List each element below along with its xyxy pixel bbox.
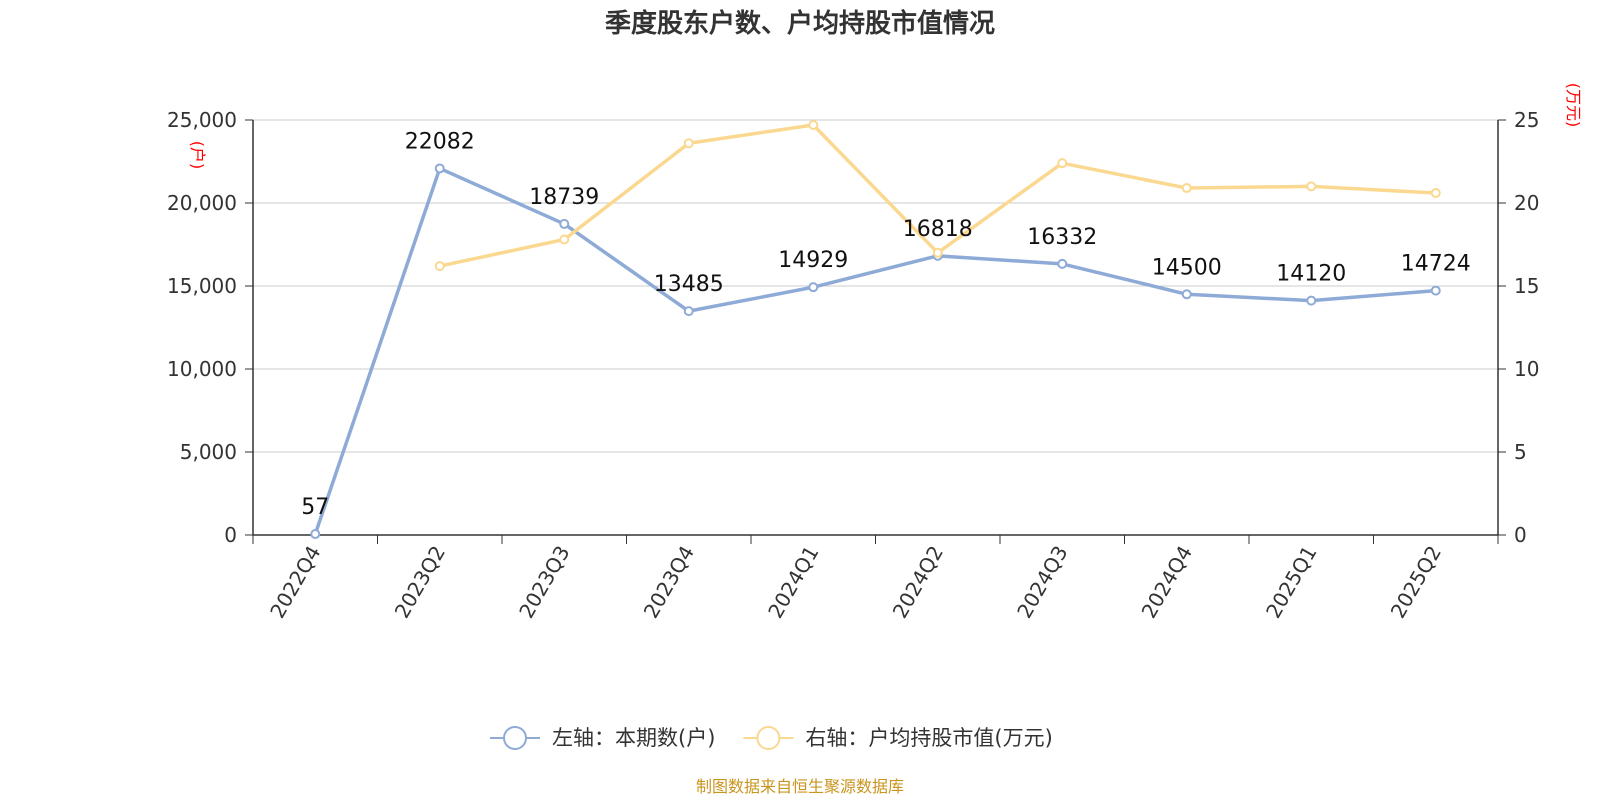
- series-lines: [310, 119, 1441, 540]
- point-right-2023Q2[interactable]: [434, 261, 445, 272]
- point-right-2025Q1[interactable]: [1306, 181, 1317, 192]
- x-tick-label: 2023Q3: [514, 542, 574, 623]
- x-tick-label: 2024Q3: [1012, 542, 1072, 623]
- left-tick-label: 5,000: [180, 440, 237, 464]
- x-tick-label: 2024Q2: [888, 542, 948, 623]
- data-label: 57: [301, 495, 329, 520]
- point-right-2024Q4[interactable]: [1181, 183, 1192, 194]
- legend-label: 右轴：户均持股市值(万元): [805, 726, 1052, 750]
- left-tick-label: 15,000: [167, 274, 237, 298]
- point-right-2024Q2[interactable]: [932, 247, 943, 258]
- right-tick-label: 5: [1514, 440, 1527, 464]
- point-right-2024Q1[interactable]: [808, 119, 819, 130]
- point-left-2024Q4[interactable]: [1181, 289, 1192, 300]
- data-label: 16818: [903, 217, 973, 242]
- legend-swatch-marker: [503, 726, 527, 750]
- data-label: 14724: [1401, 252, 1471, 277]
- data-label: 14120: [1276, 262, 1346, 287]
- point-right-2025Q2[interactable]: [1430, 188, 1441, 199]
- point-left-2025Q1[interactable]: [1306, 295, 1317, 306]
- x-tick-label: 2023Q4: [639, 542, 699, 623]
- right-tick-label: 25: [1514, 108, 1539, 132]
- point-right-2023Q3[interactable]: [559, 234, 570, 245]
- point-right-2023Q4[interactable]: [683, 138, 694, 149]
- left-tick-label: 25,000: [167, 108, 237, 132]
- x-tick-label: 2023Q2: [390, 542, 450, 623]
- source-note: 制图数据来自恒生聚源数据库: [696, 777, 904, 796]
- series-line-left: [313, 166, 1436, 535]
- point-left-2025Q2[interactable]: [1430, 285, 1441, 296]
- point-left-2024Q3[interactable]: [1057, 258, 1068, 269]
- data-label: 14929: [778, 248, 848, 273]
- right-tick-label: 10: [1514, 357, 1539, 381]
- x-tick-label: 2024Q4: [1137, 542, 1197, 623]
- x-tick-label: 2022Q4: [265, 542, 325, 623]
- legend-item-left[interactable]: 左轴：本期数(户): [490, 726, 715, 750]
- gridlines: [253, 119, 1498, 453]
- x-tick-label: 2025Q2: [1386, 542, 1446, 623]
- point-left-2022Q4[interactable]: [310, 529, 321, 540]
- right-tick-label: 20: [1514, 191, 1539, 215]
- data-label: 18739: [529, 185, 599, 210]
- right-axis-unit: (万元): [1564, 83, 1583, 128]
- data-label: 16332: [1027, 225, 1097, 250]
- point-left-2023Q2[interactable]: [434, 163, 445, 174]
- right-tick-label: 15: [1514, 274, 1539, 298]
- legend-item-right[interactable]: 右轴：户均持股市值(万元): [743, 726, 1053, 750]
- legend[interactable]: 左轴：本期数(户) 右轴：户均持股市值(万元): [490, 726, 1053, 750]
- legend-swatch-marker: [756, 726, 781, 750]
- point-left-2023Q4[interactable]: [683, 306, 694, 317]
- x-tick-label: 2025Q1: [1261, 542, 1321, 623]
- data-label: 13485: [654, 272, 724, 297]
- left-tick-label: 20,000: [167, 191, 237, 215]
- data-label: 22082: [405, 129, 475, 154]
- point-left-2024Q1[interactable]: [808, 282, 819, 293]
- left-tick-label: 0: [224, 523, 237, 547]
- x-tick-label: 2024Q1: [763, 542, 823, 623]
- data-labels: 57 22082 18739 13485 14929 16818 16332 14500 141…: [301, 129, 1471, 520]
- data-label: 14500: [1152, 255, 1222, 280]
- chart-title: 季度股东户数、户均持股市值情况: [605, 8, 995, 39]
- right-tick-label: 0: [1514, 523, 1527, 547]
- left-axis-unit: (户): [188, 141, 207, 170]
- point-right-2024Q3[interactable]: [1057, 158, 1068, 169]
- legend-label: 左轴：本期数(户): [552, 726, 715, 750]
- point-left-2023Q3[interactable]: [559, 218, 570, 229]
- left-tick-label: 10,000: [167, 357, 237, 381]
